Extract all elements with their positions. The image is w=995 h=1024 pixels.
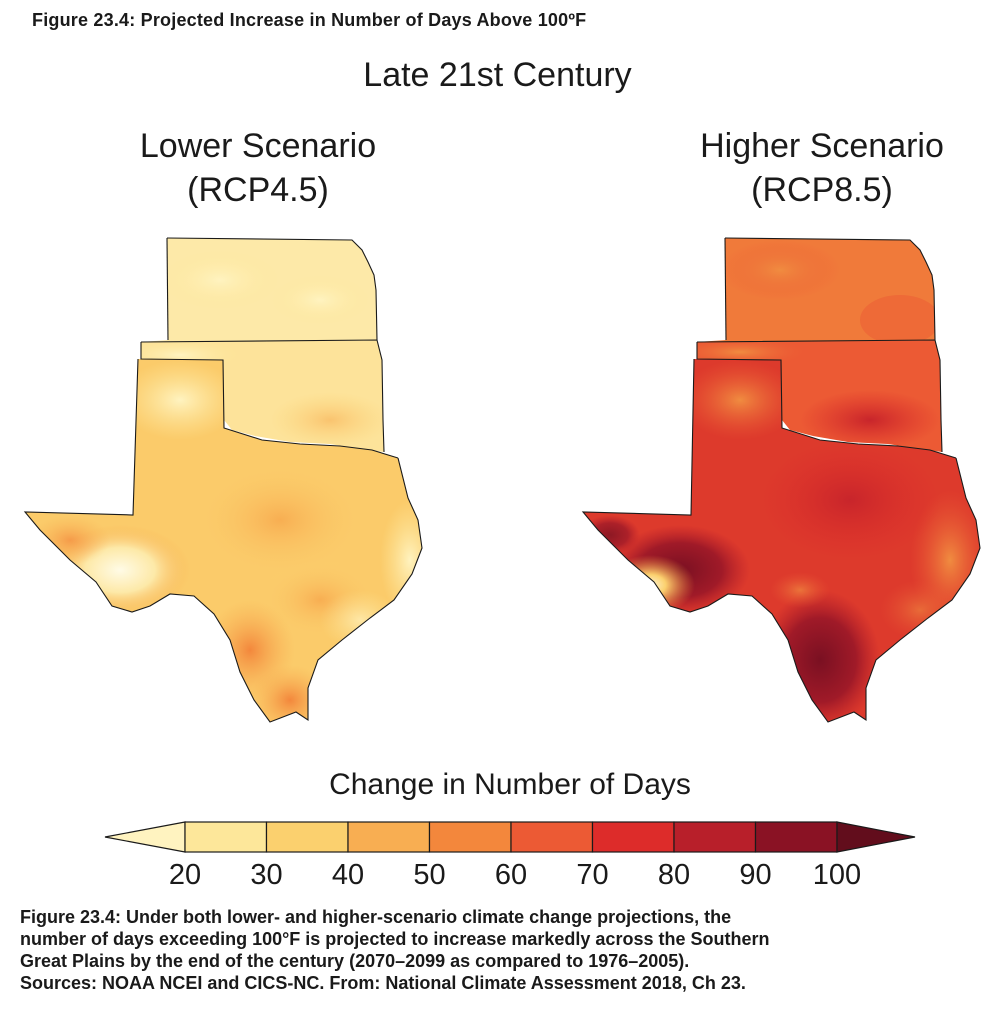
figure-caption: Figure 23.4: Under both lower- and highe… [20,906,980,994]
kansas-higher [697,238,935,342]
scenario-label-higher: Higher Scenario (RCP8.5) [632,124,995,212]
legend-title: Change in Number of Days [329,768,691,801]
figure-title: Figure 23.4: Projected Increase in Numbe… [32,10,587,30]
scenario-label-lower: Lower Scenario (RCP4.5) [68,124,448,212]
caption-line: Great Plains by the end of the century (… [20,951,690,971]
legend-swatch [184,821,268,853]
legend-swatch-above-max [836,821,916,853]
legend-swatch [754,821,838,853]
legend-swatch [591,821,675,853]
legend-swatch-below-min [104,821,186,853]
legend-tick-label: 20 [169,859,201,891]
legend-tick-label: 90 [739,859,771,891]
legend-tick-label: 80 [658,859,690,891]
state-borders-lower [23,237,423,723]
oklahoma-higher [697,340,942,452]
legend-swatch [428,821,512,853]
scenario-code: (RCP4.5) [187,171,329,209]
maps-canvas [23,237,981,723]
legend-tick-label: 50 [413,859,445,891]
caption-line: Sources: NOAA NCEI and CICS-NC. From: Na… [20,973,746,993]
legend-swatch [265,821,349,853]
scenario-code: (RCP8.5) [751,171,893,209]
legend-tick-labels: 20 30 40 50 60 70 80 90 100 [169,859,861,891]
legend-swatch [347,821,431,853]
color-legend: 20 30 40 50 60 70 80 90 100 [104,821,916,891]
legend-tick-label: 70 [576,859,608,891]
scenario-name: Lower Scenario [139,127,377,165]
caption-line: Figure 23.4: Under both lower- and highe… [20,907,732,927]
kansas-lower [141,238,377,342]
legend-bar [104,821,916,853]
legend-swatch [673,821,757,853]
legend-swatch [510,821,594,853]
period-title: Late 21st Century [363,56,632,94]
caption-line: number of days exceeding 100°F is projec… [20,929,770,949]
legend-tick-label: 100 [813,859,861,891]
state-borders-higher [581,237,981,723]
legend-tick-label: 40 [332,859,364,891]
legend-tick-label: 60 [495,859,527,891]
scenario-name: Higher Scenario [700,127,944,165]
legend-tick-label: 30 [250,859,282,891]
